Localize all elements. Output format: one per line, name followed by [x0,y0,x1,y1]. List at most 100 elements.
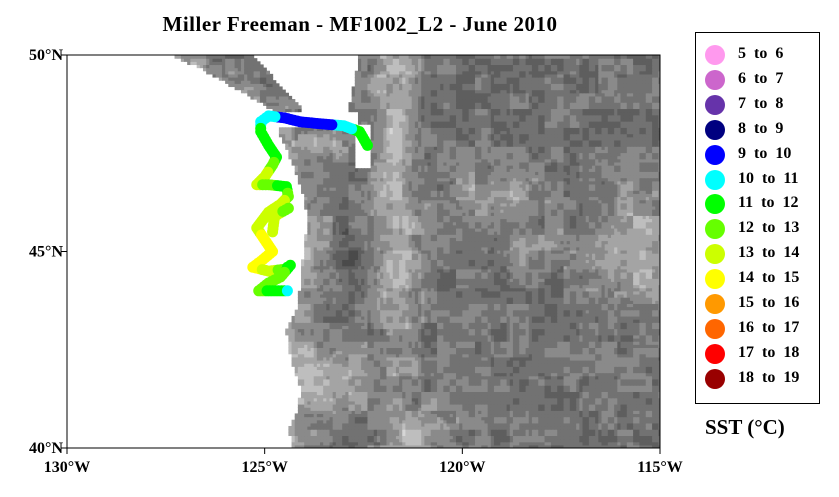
terrain-cell [633,366,637,370]
terrain-cell [623,441,628,446]
terrain-cell [547,375,552,380]
terrain-cell [626,394,631,399]
terrain-cell [585,385,590,389]
terrain-cell [547,435,552,440]
terrain-cell [329,432,334,437]
terrain-cell [500,407,505,411]
terrain-cell [576,381,580,386]
terrain-cell [313,425,318,430]
terrain-cell [465,438,470,443]
terrain-cell [579,444,584,448]
terrain-cell [386,410,391,415]
terrain-cell [629,425,634,430]
terrain-cell [342,385,346,389]
terrain-cell [478,429,482,433]
terrain-cell [462,410,467,415]
terrain-cell [500,410,505,415]
terrain-cell [645,385,650,389]
terrain-cell [607,422,612,427]
terrain-cell [500,429,505,433]
terrain-cell [601,385,606,389]
terrain-cell [418,422,422,427]
terrain-cell [361,372,365,377]
terrain-cell [389,441,394,446]
terrain-cell [414,403,419,408]
terrain-cell [348,381,353,386]
terrain-cell [452,407,457,411]
terrain-cell [468,403,473,408]
terrain-cell [386,435,391,440]
terrain-cell [595,381,599,386]
terrain-cell [301,394,305,399]
terrain-cell [626,372,631,377]
terrain-cell [402,403,406,408]
terrain-cell [399,394,403,399]
terrain-cell [351,369,356,374]
terrain-cell [655,388,660,392]
terrain-cell [338,385,343,389]
terrain-cell [323,432,327,437]
terrain-cell [582,425,587,430]
terrain-cell [582,385,587,389]
terrain-cell [535,438,539,443]
terrain-cell [484,378,489,383]
terrain-cell [304,416,308,421]
terrain-cell [297,400,302,405]
terrain-cell [380,429,384,433]
terrain-cell [604,394,609,399]
terrain-cell [604,429,609,433]
terrain-cell [474,385,479,389]
terrain-cell [405,366,410,370]
terrain-cell [478,378,482,383]
terrain-cell [566,394,571,399]
terrain-cell [421,369,425,374]
terrain-cell [604,397,609,402]
terrain-cell [357,372,362,377]
terrain-cell [446,400,451,405]
terrain-cell [361,407,365,411]
terrain-cell [487,394,492,399]
terrain-cell [424,391,429,396]
terrain-cell [395,425,400,430]
terrain-cell [490,369,495,374]
terrain-cell [301,403,305,408]
terrain-cell [427,432,432,437]
terrain-cell [642,410,647,415]
terrain-cell [639,429,644,433]
terrain-cell [354,372,359,377]
terrain-cell [601,435,606,440]
terrain-cell [560,403,565,408]
terrain-cell [522,388,527,392]
terrain-cell [557,385,561,389]
terrain-cell [588,397,593,402]
terrain-cell [525,438,530,443]
terrain-cell [424,400,429,405]
terrain-cell [348,400,353,405]
terrain-cell [582,444,587,448]
terrain-cell [569,438,574,443]
terrain-cell [487,381,492,386]
terrain-cell [418,400,422,405]
terrain-cell [288,429,293,433]
terrain-cell [424,441,429,446]
terrain-cell [633,425,637,430]
terrain-cell [614,366,618,370]
terrain-cell [427,410,432,415]
terrain-cell [560,410,565,415]
terrain-cell [623,385,628,389]
terrain-cell [604,435,609,440]
terrain-cell [547,391,552,396]
terrain-cell [386,369,391,374]
terrain-cell [392,435,397,440]
terrain-cell [503,432,508,437]
terrain-cell [329,425,334,430]
terrain-cell [566,385,571,389]
terrain-cell [342,388,346,392]
terrain-cell [424,432,429,437]
terrain-cell [576,416,580,421]
terrain-cell [493,444,498,448]
terrain-cell [607,400,612,405]
terrain-cell [370,388,375,392]
terrain-cell [592,416,596,421]
terrain-cell [373,391,378,396]
